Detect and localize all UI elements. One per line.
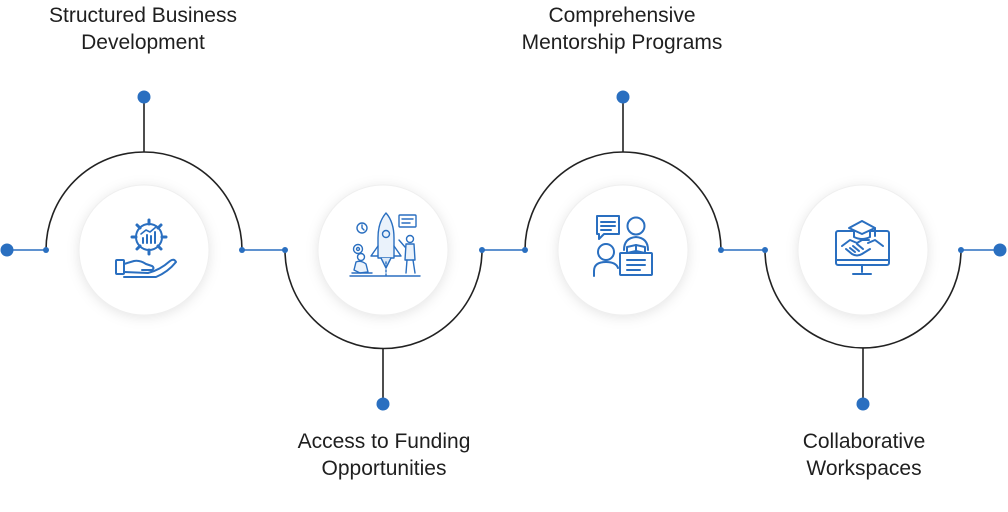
step-3-title-line-2: Mentorship Programs	[521, 31, 723, 54]
mentor-lectern-icon	[593, 215, 653, 277]
junction-dot	[239, 247, 245, 253]
step-2-title-line-2: Opportunities	[321, 457, 447, 480]
start-dot	[0, 243, 14, 257]
step-2-title-line-1: Access to Funding	[297, 430, 471, 453]
pin-stems	[143, 97, 864, 404]
step-1-title-line-2: Development	[81, 31, 205, 54]
hand-gear-growth-icon	[115, 218, 177, 278]
junction-dot	[479, 247, 485, 253]
junction-dots	[43, 247, 964, 253]
junction-dot	[958, 247, 964, 253]
pin-dot-step-2	[376, 397, 390, 411]
startup-rocket-team-icon	[349, 212, 421, 277]
junction-dot	[762, 247, 768, 253]
pin-dot-step-4	[856, 397, 870, 411]
step-4-title-line-2: Workspaces	[806, 457, 922, 480]
step-4-title: Collaborative Workspaces	[724, 428, 1004, 482]
step-1-title-line-1: Structured Business	[49, 4, 237, 27]
monitor-graduation-handshake-icon	[835, 220, 890, 275]
step-3-title: Comprehensive Mentorship Programs	[482, 2, 762, 56]
end-dot	[993, 243, 1007, 257]
junction-dot	[43, 247, 49, 253]
junction-dot	[718, 247, 724, 253]
pin-dot-step-3	[616, 90, 630, 104]
junction-dot	[282, 247, 288, 253]
pin-dots	[0, 90, 1007, 411]
step-4-title-line-1: Collaborative	[802, 430, 926, 453]
junction-dot	[522, 247, 528, 253]
step-1-title: Structured Business Development	[3, 2, 283, 56]
pin-dot-step-1	[137, 90, 151, 104]
step-3-title-line-1: Comprehensive	[548, 4, 696, 27]
step-2-title: Access to Funding Opportunities	[244, 428, 524, 482]
